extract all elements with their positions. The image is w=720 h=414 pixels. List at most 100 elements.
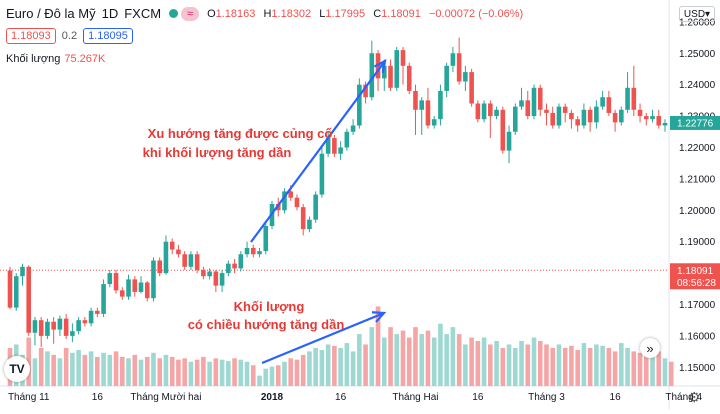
- tradingview-logo-icon[interactable]: TV: [4, 356, 30, 382]
- volume-bar: [107, 354, 113, 386]
- candle-body: [282, 191, 287, 211]
- annotation-text: khi khối lượng tăng dần: [143, 145, 292, 160]
- candle-body: [275, 203, 281, 211]
- volume-bar: [188, 361, 194, 386]
- candle-body: [45, 321, 50, 336]
- volume-bar: [643, 347, 649, 386]
- candle-body: [132, 279, 138, 292]
- last-price-tag: [670, 115, 720, 130]
- volume-legend[interactable]: Khối lượng 75.267K: [6, 53, 105, 65]
- volume-bar: [332, 345, 337, 386]
- volume-bar: [537, 341, 543, 386]
- volume-trend-arrow-head: [371, 311, 387, 323]
- ohlc-low-label: L: [319, 7, 326, 20]
- candle-body: [213, 271, 219, 286]
- annotation-text: có chiều hướng tăng dần: [188, 317, 345, 332]
- volume-bar: [550, 347, 556, 386]
- volume-bar: [26, 337, 32, 386]
- candle-body: [550, 112, 556, 126]
- price-tick-label: 1.17000: [679, 300, 716, 311]
- price-trend-arrow: [250, 60, 386, 243]
- volume-bar: [70, 352, 75, 386]
- candle-body: [163, 241, 169, 274]
- time-tick-label: 16: [610, 392, 622, 403]
- volume-bar: [494, 341, 499, 386]
- volume-bar: [475, 341, 481, 386]
- time-tick-label: 2018: [261, 392, 284, 403]
- compare-toggle-icon[interactable]: ≈: [181, 6, 200, 21]
- candle-body: [238, 254, 244, 269]
- volume-bar: [575, 350, 580, 386]
- volume-bar: [419, 334, 425, 386]
- volume-trend-arrow: [261, 311, 385, 365]
- candle-body: [662, 122, 668, 126]
- spread-value: 0.2: [61, 30, 78, 42]
- volume-bar: [119, 356, 125, 386]
- price-tick-label: 1.26000: [679, 17, 716, 28]
- volume-bar: [101, 352, 106, 386]
- volume-bar: [400, 330, 406, 386]
- candle-body: [606, 97, 612, 113]
- volume-bar: [438, 323, 443, 386]
- sell-button[interactable]: 1.18093: [6, 28, 56, 44]
- volume-bar: [606, 347, 612, 386]
- volume-bar: [307, 351, 312, 386]
- volume-bar: [338, 347, 343, 386]
- candle-body: [612, 112, 618, 123]
- buy-button[interactable]: 1.18095: [83, 28, 133, 44]
- current-price-label: 1.18091: [677, 266, 714, 277]
- candle-body: [95, 310, 100, 314]
- time-tick-label: Tháng 3: [528, 392, 565, 403]
- candle-body: [207, 271, 212, 277]
- volume-bar: [381, 337, 387, 386]
- candle-body: [500, 109, 506, 151]
- candle-body: [126, 279, 131, 297]
- volume-bar: [269, 366, 275, 386]
- volume-bar: [519, 341, 524, 386]
- candle-body: [656, 116, 662, 126]
- candle-body: [300, 207, 306, 230]
- candle-body: [594, 106, 599, 123]
- candle-body: [488, 103, 493, 117]
- countdown-label: 08:56:28: [677, 278, 716, 289]
- volume-bar: [194, 359, 200, 386]
- volume-bar: [668, 361, 674, 386]
- volume-bar: [244, 361, 250, 386]
- candle-body: [525, 100, 531, 117]
- volume-bar: [51, 354, 56, 386]
- currency-button[interactable]: USD▾: [679, 6, 715, 22]
- current-price-tag: [670, 263, 720, 290]
- scroll-right-icon[interactable]: »: [640, 338, 660, 358]
- volume-bar: [282, 361, 287, 386]
- candle-body: [400, 50, 406, 66]
- volume-bar: [463, 344, 468, 386]
- candle-body: [263, 225, 269, 252]
- candle-body: [176, 249, 181, 255]
- volume-bar: [288, 358, 294, 386]
- gear-icon[interactable]: ⚙: [688, 389, 701, 405]
- volume-bar: [450, 327, 456, 386]
- volume-bar: [369, 327, 375, 386]
- volume-bar: [388, 327, 393, 386]
- symbol-name[interactable]: Euro / Đô la Mỹ: [6, 6, 96, 21]
- annotation-text: Khối lượng: [234, 299, 305, 314]
- candle-body: [600, 97, 605, 107]
- candle-body: [531, 87, 537, 117]
- ohlc-open-value: 1.18163: [215, 7, 256, 20]
- interval-label[interactable]: 1D: [101, 6, 119, 21]
- volume-bar: [425, 330, 431, 386]
- volume-bar: [95, 356, 100, 386]
- time-tick-label: Tháng 4: [665, 392, 702, 403]
- candle-body: [394, 50, 400, 88]
- volume-bar: [313, 347, 318, 386]
- candle-body: [319, 153, 325, 195]
- candle-body: [363, 84, 368, 98]
- candle-body: [537, 87, 543, 110]
- volume-bar: [581, 343, 587, 386]
- candle-body: [544, 109, 549, 113]
- candle-body: [625, 87, 630, 110]
- candle-body: [63, 318, 69, 336]
- candle-body: [512, 106, 518, 132]
